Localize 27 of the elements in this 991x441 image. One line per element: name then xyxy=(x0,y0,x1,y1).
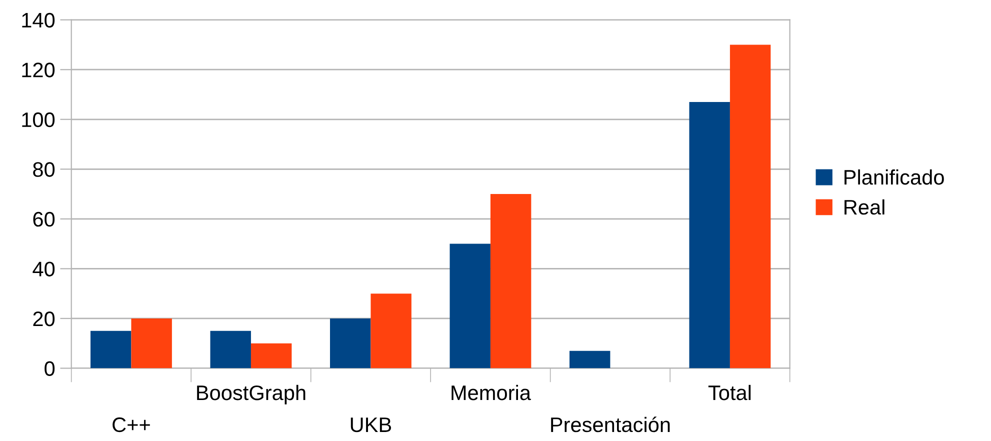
x-tick-label: BoostGraph xyxy=(197,384,306,404)
bar xyxy=(689,102,730,368)
bar xyxy=(330,318,371,368)
bar xyxy=(730,44,771,368)
bar xyxy=(210,330,251,368)
y-tick-label: 100 xyxy=(22,112,55,128)
x-tick-label: Memoria xyxy=(452,384,531,400)
x-tick-label: UKB xyxy=(350,418,392,432)
bar xyxy=(569,350,610,368)
y-tick-label: 120 xyxy=(22,62,55,78)
y-tick-label: 60 xyxy=(33,212,55,227)
y-tick-label: 40 xyxy=(32,262,55,276)
x-tick-label: C++ xyxy=(112,417,150,432)
y-tick-label: 20 xyxy=(33,311,55,326)
bar xyxy=(370,294,412,368)
y-tick-label: 140 xyxy=(22,12,55,28)
legend-label: Planificado xyxy=(844,169,944,185)
x-tick-label: Total xyxy=(708,384,751,400)
bar xyxy=(450,244,490,368)
bar xyxy=(90,330,132,368)
bar xyxy=(490,194,532,368)
bar xyxy=(250,343,292,368)
y-tick-label: 80 xyxy=(33,162,55,177)
bar xyxy=(131,318,172,368)
y-tick-label: 0 xyxy=(44,361,55,376)
x-tick-label: Presentación xyxy=(551,416,670,432)
legend-label: Real xyxy=(844,199,884,215)
